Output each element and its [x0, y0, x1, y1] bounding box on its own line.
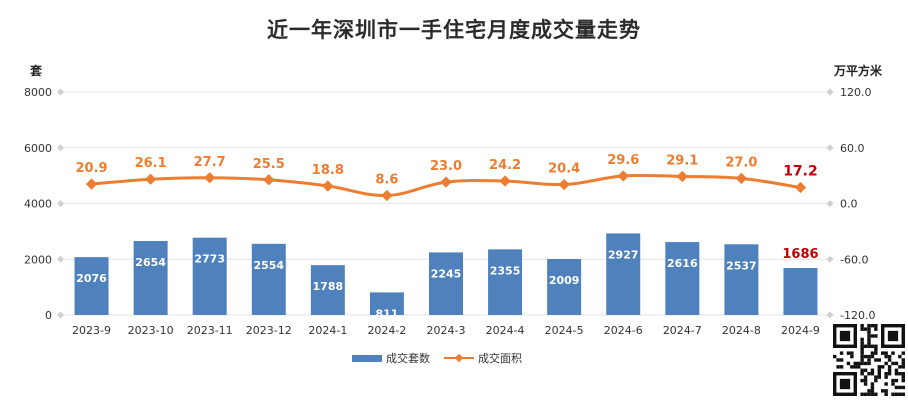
line-value-label: 20.4 — [548, 162, 580, 177]
bar — [369, 292, 404, 315]
left-tick-mark — [56, 144, 65, 152]
line-value-label: 20.9 — [75, 161, 107, 176]
x-tick-label: 2023-12 — [246, 324, 292, 337]
x-tick-label: 2024-1 — [308, 324, 347, 337]
bar — [488, 249, 523, 315]
line-value-label: 29.1 — [666, 153, 698, 168]
line-value-label: 24.2 — [489, 158, 521, 173]
line-point — [794, 181, 807, 194]
bar-value-label: 2927 — [608, 248, 639, 261]
bar-value-label: 1788 — [313, 280, 344, 293]
left-tick-label: 2000 — [24, 253, 52, 266]
left-tick-mark — [56, 199, 65, 208]
legend-line-label: 成交面积 — [478, 352, 522, 365]
bar-value-label: 2355 — [490, 264, 521, 277]
right-tick-label: -60.0 — [840, 253, 868, 266]
x-tick-label: 2024-5 — [545, 324, 584, 337]
left-tick-mark — [56, 311, 65, 319]
left-axis-unit: 套 — [30, 64, 43, 78]
line-value-label: 27.0 — [725, 155, 757, 170]
bar-value-label: 2009 — [549, 274, 580, 287]
line-point — [144, 173, 157, 185]
bar-value-label: 2654 — [135, 256, 166, 269]
chart-title: 近一年深圳市一手住宅月度成交量走势 — [267, 18, 641, 42]
line-point — [676, 170, 688, 183]
left-tick-label: 8000 — [24, 86, 52, 99]
line-point — [322, 180, 334, 192]
x-tick-label: 2024-8 — [722, 324, 761, 337]
x-tick-label: 2024-4 — [486, 324, 525, 337]
x-tick-label: 2023-10 — [128, 324, 174, 337]
bar — [133, 241, 168, 315]
right-tick-mark — [826, 199, 834, 208]
line-point — [499, 175, 511, 187]
x-tick-label: 2024-6 — [604, 324, 643, 337]
line-point — [263, 174, 275, 186]
right-tick-label: -120.0 — [840, 309, 875, 322]
left-tick-mark — [56, 88, 65, 96]
x-tick-label: 2023-11 — [187, 324, 233, 337]
line-point — [558, 178, 570, 191]
x-tick-label: 2023-9 — [72, 324, 111, 337]
line-point — [735, 172, 748, 185]
bar-value-label: 2076 — [76, 272, 107, 285]
x-tick-label: 2024-7 — [663, 324, 702, 337]
x-tick-label: 2024-2 — [367, 324, 406, 337]
bar — [547, 258, 582, 315]
line-value-label: 27.7 — [194, 155, 226, 170]
bar — [665, 242, 700, 315]
left-tick-label: 0 — [45, 309, 52, 322]
bar — [724, 244, 759, 315]
bar-value-label: 2245 — [431, 267, 462, 280]
line-value-label: 23.0 — [430, 159, 462, 174]
right-tick-mark — [826, 255, 834, 263]
legend-line-swatch — [444, 353, 474, 363]
right-tick-label: 0.0 — [840, 198, 858, 211]
x-tick-label: 2024-9 — [781, 324, 820, 337]
line-value-label: 26.1 — [135, 156, 167, 171]
line-point — [381, 189, 393, 202]
line-value-label: 17.2 — [783, 164, 818, 180]
bar-value-label: 2773 — [194, 253, 225, 266]
bar-value-label: 2554 — [253, 259, 284, 272]
bar — [606, 233, 641, 315]
line-point — [85, 178, 98, 190]
right-tick-label: 60.0 — [840, 142, 865, 155]
bar — [429, 252, 463, 315]
legend-bar-label: 成交套数 — [386, 352, 430, 365]
right-tick-label: 120.0 — [840, 86, 872, 99]
right-tick-mark — [826, 144, 834, 152]
bar — [310, 265, 345, 315]
left-tick-mark — [56, 255, 65, 263]
bar-value-label: 811 — [375, 307, 398, 320]
line-value-label: 25.5 — [253, 157, 285, 172]
qr-code-icon — [833, 324, 905, 396]
bar — [251, 243, 286, 315]
bar-value-label: 2537 — [726, 259, 757, 272]
legend-bar-swatch — [352, 354, 382, 362]
x-tick-label: 2024-3 — [427, 324, 466, 337]
bar — [74, 257, 109, 315]
legend-item-bars: 成交套数 — [352, 350, 430, 366]
line-value-label: 29.6 — [607, 153, 639, 168]
right-tick-mark — [826, 88, 834, 96]
bar — [192, 237, 227, 315]
right-tick-mark — [826, 311, 834, 319]
bar — [783, 268, 818, 315]
bar-value-label: 1686 — [782, 247, 818, 262]
line-point — [204, 172, 216, 184]
legend: 成交套数 成交面积 — [352, 350, 536, 366]
left-tick-label: 6000 — [24, 142, 52, 155]
legend-item-line: 成交面积 — [444, 350, 522, 366]
left-tick-label: 4000 — [24, 198, 52, 211]
line-value-label: 18.8 — [312, 163, 344, 178]
right-axis-unit: 万平方米 — [833, 64, 882, 78]
line-value-label: 8.6 — [375, 173, 398, 188]
bar-value-label: 2616 — [667, 257, 698, 270]
line-point — [440, 176, 452, 188]
line-point — [617, 170, 629, 182]
